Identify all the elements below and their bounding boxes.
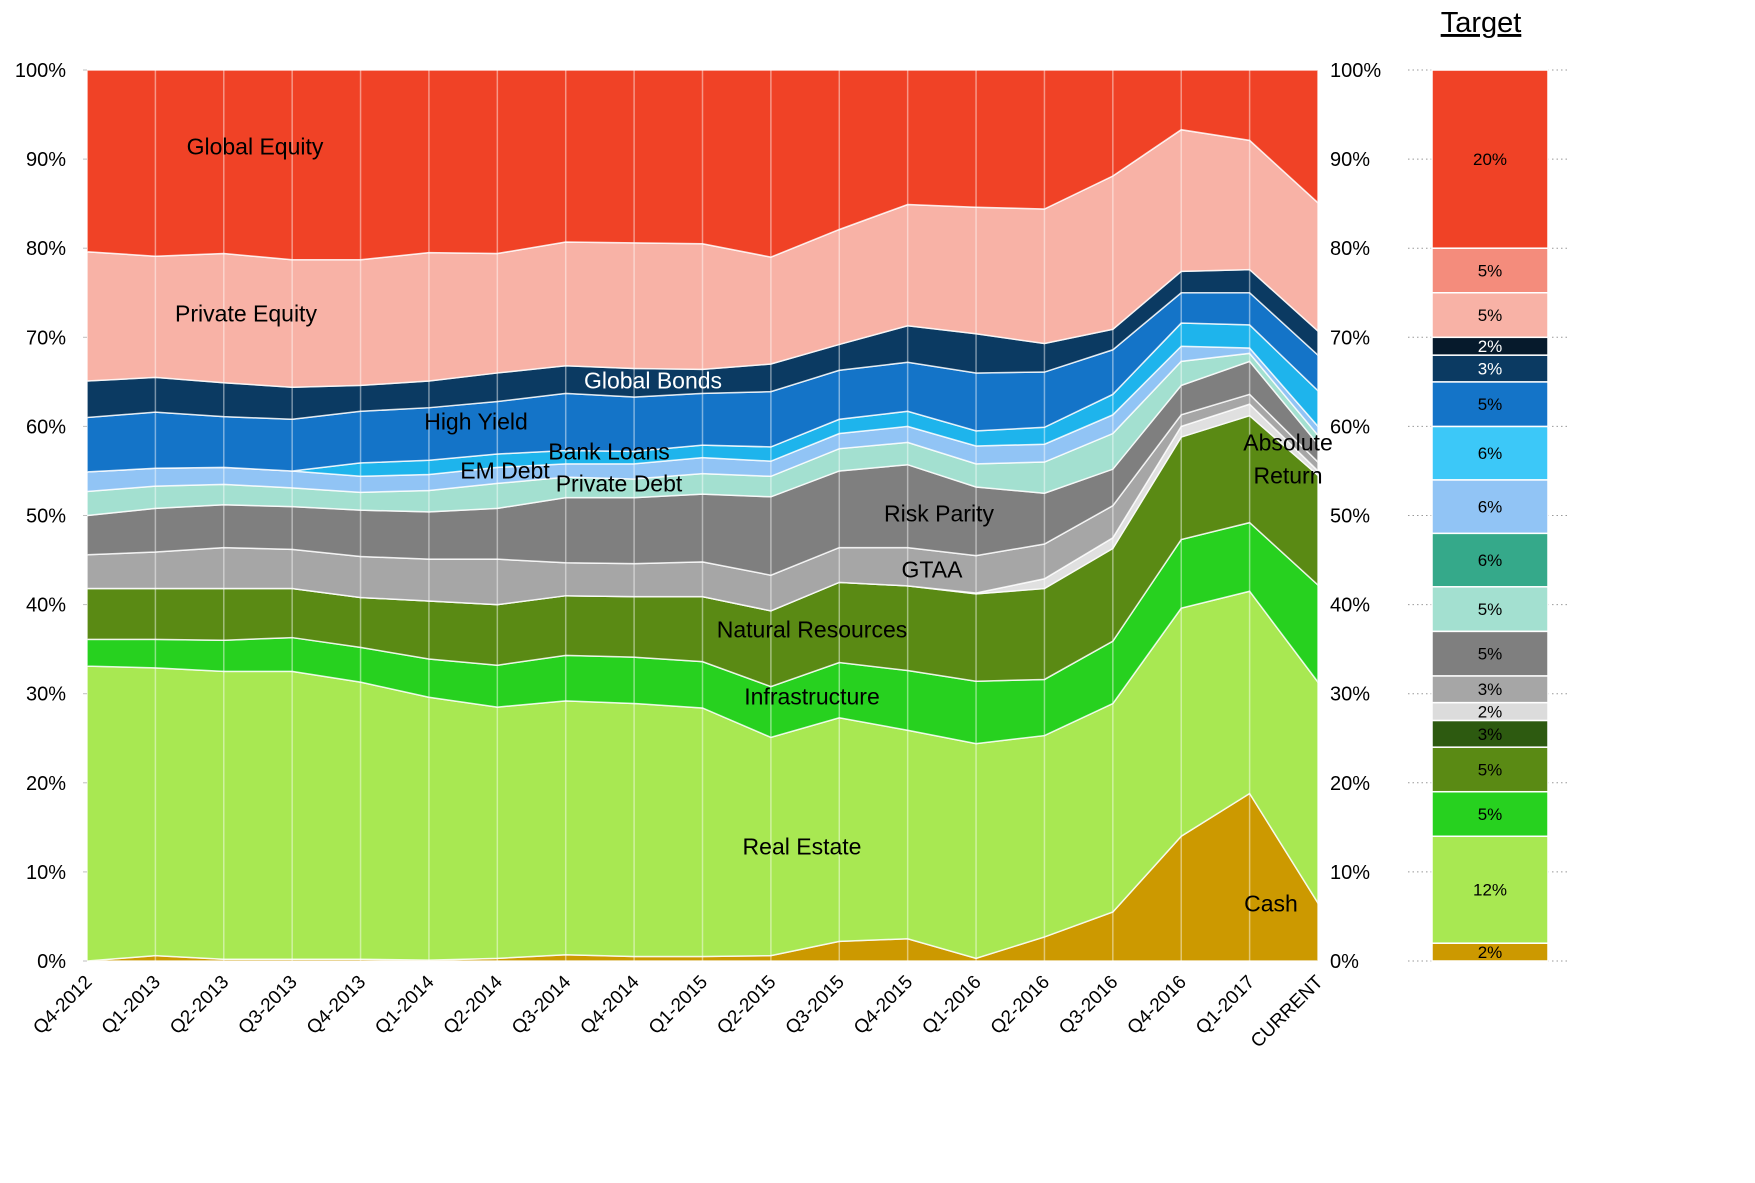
x-tick-label: Q2-2013: [166, 972, 233, 1039]
x-tick-label: Q1-2017: [1192, 972, 1259, 1039]
y-tick-label: 70%: [26, 327, 66, 349]
series-label: Absolute Return: [1243, 429, 1333, 489]
target-bar: [1431, 381, 1549, 428]
value-label: 3%: [1478, 359, 1503, 378]
series-label: Global Equity: [186, 133, 324, 160]
value-label: 20%: [1473, 150, 1507, 169]
x-tick-label: Q3-2015: [782, 972, 849, 1039]
value-label: 2%: [1478, 337, 1503, 356]
value-label: 5%: [1478, 306, 1503, 325]
series-label: Real Estate: [742, 833, 862, 860]
series-label: Private Equity: [175, 300, 317, 327]
y-tick-label: 0%: [37, 951, 66, 973]
y-tick-label: 60%: [26, 416, 66, 438]
target-bar: [1431, 247, 1549, 294]
x-tick-label: Q2-2015: [713, 972, 780, 1039]
x-tick-label: Q4-2012: [29, 972, 96, 1039]
x-tick-label: Q4-2014: [577, 971, 644, 1038]
y2-tick-label: 80%: [1330, 238, 1370, 260]
x-tick-label: CURRENT: [1247, 971, 1328, 1052]
value-label: 5%: [1478, 600, 1503, 619]
target-bar: [1431, 746, 1549, 793]
target-bar: [1431, 425, 1549, 481]
target-bar: [1431, 835, 1549, 944]
target-bar: [1431, 354, 1549, 383]
value-label: 3%: [1478, 680, 1503, 699]
series-label: Infrastructure: [744, 683, 880, 710]
y2-tick-label: 0%: [1330, 951, 1359, 973]
value-label: 6%: [1478, 444, 1503, 463]
x-tick-label: Q1-2015: [645, 972, 712, 1039]
value-label: 3%: [1478, 725, 1503, 744]
series-label: Global Bonds: [583, 367, 723, 394]
x-tick-label: Q3-2014: [508, 971, 575, 1038]
x-tick-label: Q2-2016: [987, 972, 1054, 1039]
x-tick-label: Q1-2016: [918, 972, 985, 1039]
y2-tick-label: 30%: [1330, 684, 1370, 706]
series-label: Cash: [1244, 890, 1298, 917]
x-tick-label: Q3-2016: [1055, 972, 1122, 1039]
target-bar: [1431, 719, 1549, 748]
y2-tick-label: 20%: [1330, 773, 1370, 795]
target-bar: [1431, 630, 1549, 677]
y-tick-label: 50%: [26, 506, 66, 528]
x-tick-label: Q1-2014: [371, 971, 438, 1038]
value-label: 5%: [1478, 645, 1503, 664]
value-label: 2%: [1478, 943, 1503, 962]
y2-tick-label: 50%: [1330, 506, 1370, 528]
series-label: High Yield: [424, 408, 528, 435]
target-bar: [1431, 675, 1549, 704]
target-bar: [1431, 532, 1549, 588]
x-tick-label: Q1-2013: [98, 972, 165, 1039]
series-label: GTAA: [901, 556, 963, 583]
value-label: 12%: [1473, 881, 1507, 900]
series-label: Risk Parity: [884, 500, 994, 527]
y2-tick-label: 60%: [1330, 416, 1370, 438]
x-tick-label: Q4-2015: [850, 972, 917, 1039]
areas: [86, 69, 1319, 962]
value-label: 6%: [1478, 551, 1503, 570]
series-label: Natural Resources: [716, 616, 908, 643]
x-tick-label: Q4-2016: [1124, 972, 1191, 1039]
value-label: 5%: [1478, 395, 1503, 414]
x-tick-label: Q4-2013: [303, 972, 370, 1039]
x-tick-label: Q3-2013: [235, 972, 302, 1039]
y-tick-label: 90%: [26, 149, 66, 171]
target-bar: [1431, 292, 1549, 339]
y2-tick-label: 70%: [1330, 327, 1370, 349]
y2-tick-label: 90%: [1330, 149, 1370, 171]
y2-tick-label: 40%: [1330, 595, 1370, 617]
y-tick-label: 10%: [26, 862, 66, 884]
value-label: 5%: [1478, 760, 1503, 779]
series-label: EM Debt: [460, 457, 550, 484]
y-tick-label: 30%: [26, 684, 66, 706]
x-tick-label: Q2-2014: [440, 971, 507, 1038]
value-label: 2%: [1478, 703, 1503, 722]
series-label: Private Debt: [555, 470, 683, 497]
y-tick-label: 80%: [26, 238, 66, 260]
area: [86, 69, 1319, 261]
y2-tick-label: 100%: [1330, 60, 1381, 82]
value-label: 6%: [1478, 498, 1503, 517]
y-tick-label: 20%: [26, 773, 66, 795]
series-label: Bank Loans: [548, 438, 670, 465]
value-label: 5%: [1478, 261, 1503, 280]
target-title: Target: [1441, 7, 1522, 39]
target-bar: [1431, 69, 1549, 249]
target-bar: [1431, 479, 1549, 535]
y-tick-label: 40%: [26, 595, 66, 617]
value-label: 5%: [1478, 805, 1503, 824]
y-tick-label: 100%: [15, 60, 66, 82]
y2-tick-label: 10%: [1330, 862, 1370, 884]
